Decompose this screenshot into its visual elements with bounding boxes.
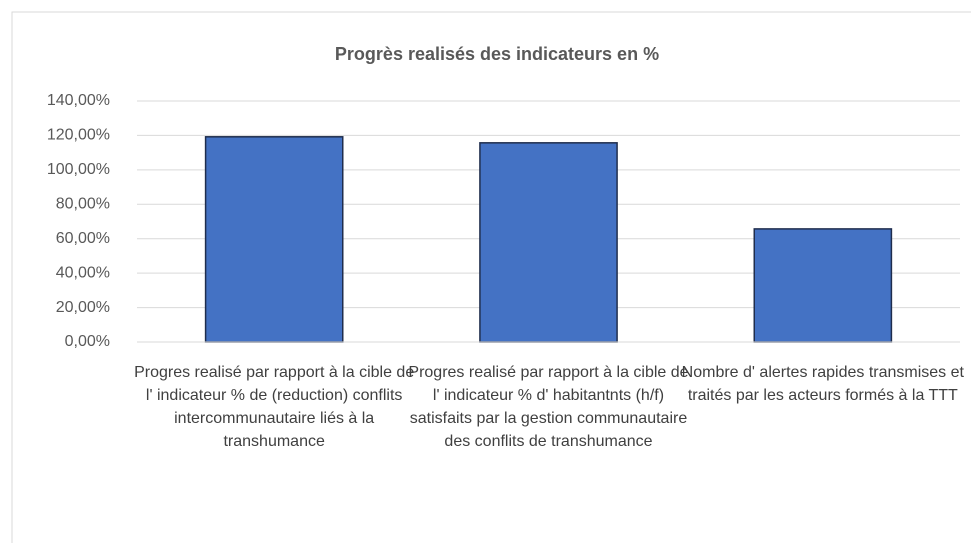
bar <box>204 136 344 343</box>
y-tick-label: 80,00% <box>56 196 110 213</box>
y-tick-label: 140,00% <box>47 92 110 109</box>
y-tick-label: 100,00% <box>47 161 110 178</box>
bar <box>753 228 893 343</box>
y-tick-label: 40,00% <box>56 264 110 281</box>
y-tick-label: 120,00% <box>47 127 110 144</box>
chart-frame <box>11 11 971 543</box>
y-tick-label: 0,00% <box>65 333 110 350</box>
bar <box>479 142 618 343</box>
y-tick-label: 20,00% <box>56 299 110 316</box>
x-tick-label: Progres realisé par rapport à la cible d… <box>408 364 689 450</box>
x-tick-label: Progres realisé par rapport à la cible d… <box>134 364 415 450</box>
y-tick-label: 60,00% <box>56 230 110 247</box>
chart-title: Progrès realisés des indicateurs en % <box>335 44 659 64</box>
x-tick-label: Nombre d' alertes rapides transmises et … <box>681 364 964 404</box>
